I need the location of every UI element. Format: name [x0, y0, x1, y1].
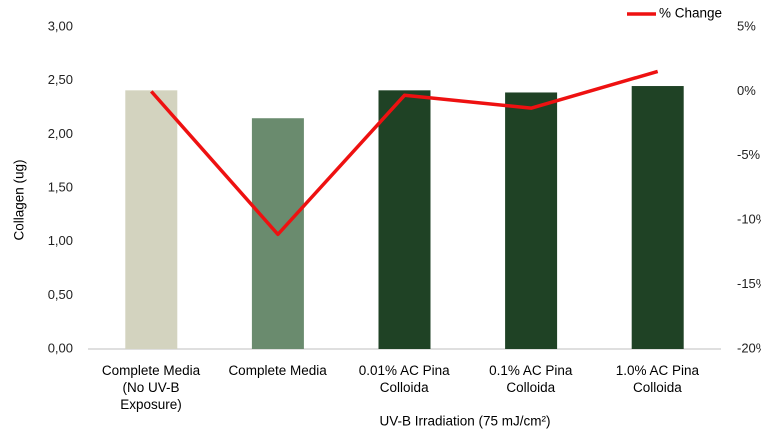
bar [631, 86, 684, 350]
y-tick-label: 3,00 [48, 18, 73, 33]
y-tick-label: 1,50 [48, 179, 73, 194]
line-series [149, 69, 659, 237]
y-tick-label: 0,00 [48, 340, 73, 355]
y2-tick-label: -20% [737, 340, 761, 355]
y-tick-label: 2,50 [48, 72, 73, 87]
y2-tick-label: -15% [737, 276, 761, 291]
x-axis-title: UV-B Irradiation (75 mJ/cm²) [379, 414, 550, 429]
y2-tick-label: 5% [737, 18, 756, 33]
x-tick-label: Complete Media [228, 363, 327, 378]
legend-label: % Change [659, 6, 722, 21]
x-tick-label: Complete Media (No UV-B Exposure) [101, 363, 201, 412]
y2-tick-label: -5% [737, 147, 761, 162]
bar [378, 90, 431, 350]
y-axis-title: Collagen (ug) [12, 159, 27, 240]
y2-tick-label: 0% [737, 83, 756, 98]
y2-tick-label: -10% [737, 212, 761, 227]
x-tick-label: 1.0% AC Pina Colloida [615, 363, 700, 395]
y-tick-label: 1,00 [48, 233, 73, 248]
y-tick-label: 2,00 [48, 126, 73, 141]
y-tick-label: 0,50 [48, 287, 73, 302]
x-tick-label: 0.01% AC Pina Colloida [358, 363, 450, 395]
bar [505, 92, 558, 350]
bar [125, 90, 178, 350]
x-tick-label: 0.1% AC Pina Colloida [489, 363, 573, 395]
